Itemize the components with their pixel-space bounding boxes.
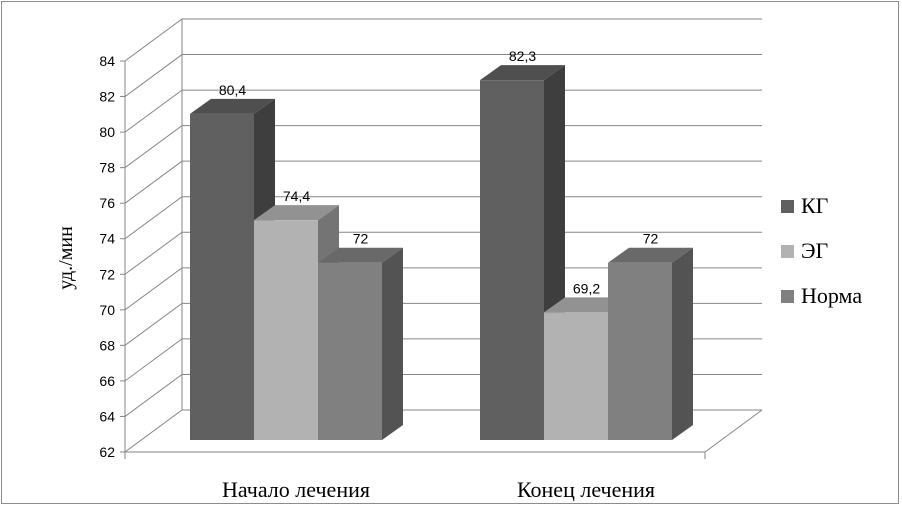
legend-label: ЭГ <box>801 238 829 263</box>
bar <box>318 247 403 440</box>
bar-front <box>254 220 318 440</box>
bar <box>480 65 565 441</box>
data-label: 74,4 <box>283 188 310 204</box>
bar-side <box>382 247 403 440</box>
y-tick-label: 66 <box>99 373 115 389</box>
bar-front <box>544 312 608 440</box>
bar-top <box>318 247 403 263</box>
y-tick-label: 68 <box>99 337 115 353</box>
y-tick-label: 76 <box>99 195 115 211</box>
y-tick-label: 72 <box>99 266 115 282</box>
bar-top <box>608 247 693 263</box>
bars <box>190 65 693 441</box>
bar-side <box>672 247 693 440</box>
bar-front <box>190 113 254 441</box>
legend-item: ЭГ <box>781 238 829 263</box>
x-tick-label: Конец лечения <box>517 477 655 502</box>
data-label: 82,3 <box>509 48 536 64</box>
bar-front <box>608 262 672 440</box>
bar <box>608 247 693 440</box>
legend-swatch <box>781 290 794 303</box>
bar-top <box>190 98 275 114</box>
y-tick-label: 80 <box>99 124 115 140</box>
legend-item: Норма <box>781 283 862 308</box>
x-tick-label: Начало лечения <box>222 477 370 502</box>
legend-item: КГ <box>781 193 829 218</box>
y-tick-label: 70 <box>99 302 115 318</box>
data-label: 80,4 <box>219 82 246 98</box>
y-tick-label: 84 <box>99 53 115 69</box>
y-tick-label: 62 <box>99 444 115 460</box>
legend: КГ ЭГ Норма <box>781 193 862 308</box>
y-tick-label: 74 <box>99 231 115 247</box>
x-axis: Начало лечения Конец лечения <box>222 477 655 502</box>
legend-label: Норма <box>801 283 862 308</box>
legend-swatch <box>781 200 794 213</box>
bar-top <box>544 297 629 313</box>
y-axis-title: уд./мин <box>55 226 77 290</box>
bar-front <box>480 80 544 441</box>
y-tick-label: 78 <box>99 160 115 176</box>
data-label: 69,2 <box>573 280 600 296</box>
bar-top <box>480 65 565 81</box>
data-label: 72 <box>353 231 369 247</box>
data-labels: 80,4 74,4 72 82,3 69,2 72 <box>219 48 659 296</box>
legend-label: КГ <box>801 193 829 218</box>
data-label: 72 <box>643 231 659 247</box>
bar-top <box>254 205 339 221</box>
legend-swatch <box>781 245 794 258</box>
y-axis: 62 64 66 68 70 72 74 76 78 80 82 84 <box>99 53 706 460</box>
y-tick-label: 64 <box>99 408 115 424</box>
y-tick-label: 82 <box>99 89 115 105</box>
bar-front <box>318 262 382 440</box>
